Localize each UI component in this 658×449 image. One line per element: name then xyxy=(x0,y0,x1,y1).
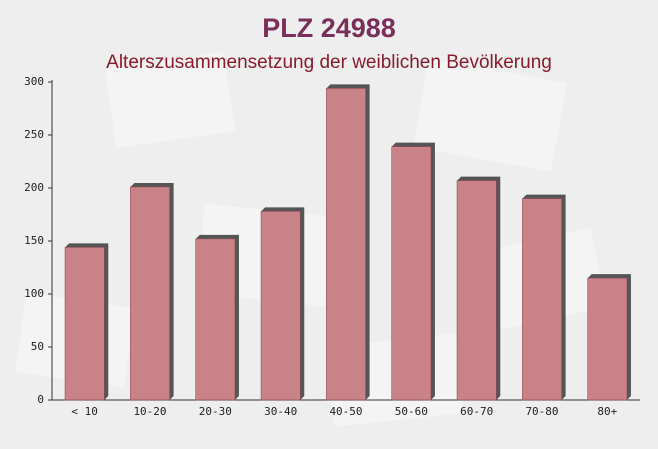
bar xyxy=(522,198,562,401)
y-tick-label: 300 xyxy=(24,75,44,88)
chart-title: PLZ 24988 xyxy=(262,13,396,43)
bar xyxy=(456,180,497,401)
y-tick-label: 100 xyxy=(24,287,44,300)
x-tick-label: 50-60 xyxy=(395,405,428,418)
bar xyxy=(587,277,628,401)
x-tick-label: 30-40 xyxy=(264,405,297,418)
bar xyxy=(326,88,366,401)
bar xyxy=(195,238,236,401)
y-tick-label: 150 xyxy=(24,234,44,247)
bar xyxy=(391,146,432,401)
y-tick-label: 50 xyxy=(31,340,44,353)
x-tick-label: 70-80 xyxy=(525,405,558,418)
bar xyxy=(130,186,170,401)
y-tick-label: 0 xyxy=(37,393,44,406)
y-tick-label: 200 xyxy=(24,181,44,194)
x-tick-label: 60-70 xyxy=(460,405,493,418)
x-tick-label: < 10 xyxy=(71,405,98,418)
x-tick-label: 40-50 xyxy=(329,405,362,418)
bar xyxy=(260,211,301,401)
x-tick-label: 10-20 xyxy=(133,405,166,418)
x-tick-label: 80+ xyxy=(597,405,617,418)
bar xyxy=(64,247,105,401)
x-tick-label: 20-30 xyxy=(199,405,232,418)
chart-subtitle: Alterszusammensetzung der weiblichen Bev… xyxy=(106,52,552,73)
y-tick-label: 250 xyxy=(24,128,44,141)
